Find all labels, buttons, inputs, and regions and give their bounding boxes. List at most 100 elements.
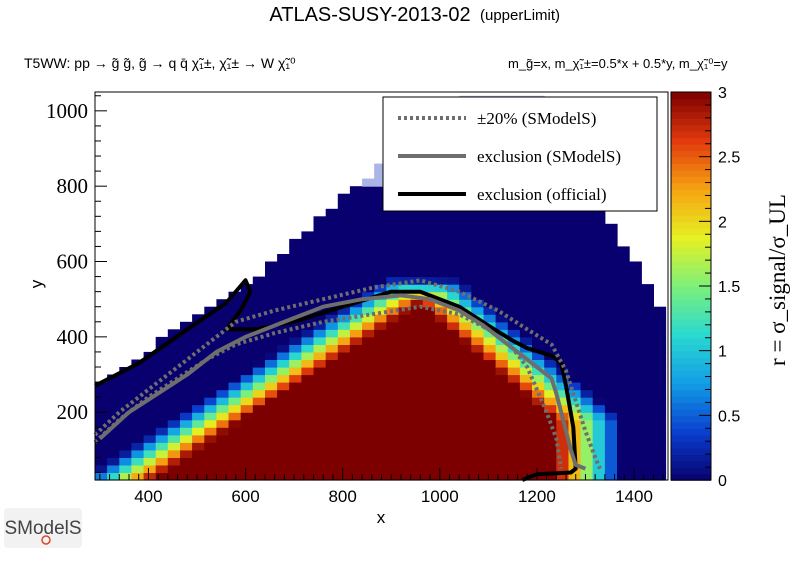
heatmap-cell [592, 382, 606, 391]
heatmap-cell [362, 246, 375, 255]
heatmap-cell [532, 464, 545, 473]
heatmap-cell [107, 374, 120, 383]
heatmap-cell [398, 261, 412, 270]
heatmap-cell [386, 284, 400, 293]
heatmap-cell [532, 299, 545, 308]
heatmap-cell [228, 359, 242, 368]
heatmap-cell [240, 344, 254, 353]
heatmap-cell [641, 382, 654, 391]
heatmap-cell [362, 412, 375, 421]
heatmap-cell [617, 434, 630, 443]
heatmap-cell [301, 246, 315, 255]
heatmap-cell [556, 276, 569, 285]
heatmap-cell [204, 344, 217, 353]
heatmap-cell [349, 389, 363, 398]
heatmap-cell [471, 374, 484, 383]
heatmap-cell [313, 284, 327, 293]
heatmap-cell [240, 351, 254, 360]
heatmap-cell [252, 284, 266, 293]
heatmap-cell [592, 472, 606, 481]
heatmap-cell [204, 434, 217, 443]
heatmap-cell [653, 404, 667, 413]
heatmap-cell [252, 419, 266, 428]
heatmap-cell [629, 367, 642, 376]
smodels-logo: SModelS [4, 508, 82, 548]
heatmap-cell [240, 321, 254, 330]
heatmap-cell [410, 238, 424, 247]
heatmap-cell [398, 329, 412, 338]
heatmap-cell [325, 427, 339, 436]
heatmap-cell [167, 404, 181, 413]
heatmap-cell [386, 449, 400, 458]
heatmap-cell [568, 412, 582, 421]
heatmap-cell [216, 464, 230, 473]
heatmap-cell [374, 254, 387, 263]
heatmap-cell [362, 472, 375, 481]
heatmap-cell [629, 442, 642, 451]
heatmap-cell [617, 457, 630, 466]
heatmap-cell [580, 442, 594, 451]
x-axis-label: x [377, 508, 386, 527]
heatmap-cell [447, 269, 460, 278]
heatmap-cell [374, 171, 387, 180]
heatmap-cell [483, 216, 497, 225]
heatmap-cell [131, 457, 145, 466]
heatmap-cell [544, 231, 557, 240]
heatmap-cell [228, 397, 242, 406]
heatmap-cell [532, 374, 545, 383]
heatmap-cell [507, 464, 521, 473]
heatmap-cell [544, 464, 557, 473]
heatmap-cell [374, 284, 387, 293]
colorbar-segment [671, 434, 711, 442]
heatmap-cell [313, 336, 327, 345]
heatmap-cell [580, 299, 594, 308]
heatmap-cell [119, 419, 132, 428]
heatmap-cell [374, 397, 387, 406]
x-tick-label: 1000 [421, 487, 459, 506]
heatmap-cell [483, 246, 497, 255]
heatmap-cell [519, 382, 533, 391]
heatmap-cell [532, 351, 545, 360]
heatmap-cell [568, 284, 582, 293]
heatmap-cell [434, 397, 448, 406]
heatmap-cell [410, 359, 424, 368]
heatmap-cell [289, 449, 302, 458]
heatmap-cell [568, 208, 582, 217]
heatmap-cell [617, 246, 630, 255]
heatmap-cell [313, 412, 327, 421]
heatmap-cell [580, 344, 594, 353]
heatmap-cell [519, 306, 533, 315]
heatmap-cell [532, 321, 545, 330]
heatmap-cell [180, 351, 193, 360]
heatmap-cell [337, 457, 351, 466]
heatmap-cell [617, 374, 630, 383]
colorbar-segment [671, 305, 711, 313]
heatmap-cell [349, 374, 363, 383]
heatmap-cell [192, 314, 205, 323]
heatmap-cell [495, 464, 509, 473]
heatmap-cell [568, 404, 582, 413]
heatmap-cell [301, 442, 315, 451]
heatmap-cell [301, 449, 315, 458]
heatmap-cell [252, 434, 266, 443]
heatmap-cell [495, 231, 509, 240]
heatmap-cell [495, 434, 509, 443]
heatmap-cell [434, 464, 448, 473]
heatmap-cell [362, 299, 375, 308]
heatmap-cell [617, 449, 630, 458]
heatmap-cell [349, 201, 363, 210]
heatmap-cell [386, 472, 400, 481]
heatmap-cell [301, 344, 315, 353]
heatmap-cell [434, 276, 448, 285]
heatmap-cell [313, 246, 327, 255]
heatmap-cell [386, 261, 400, 270]
heatmap-cell [107, 382, 120, 391]
heatmap-cell [495, 359, 509, 368]
heatmap-cell [507, 367, 521, 376]
heatmap-cell [447, 449, 460, 458]
heatmap-cell [362, 276, 375, 285]
heatmap-cell [653, 427, 667, 436]
heatmap-cell [544, 223, 557, 232]
heatmap-cell [155, 404, 169, 413]
heatmap-cell [592, 223, 606, 232]
